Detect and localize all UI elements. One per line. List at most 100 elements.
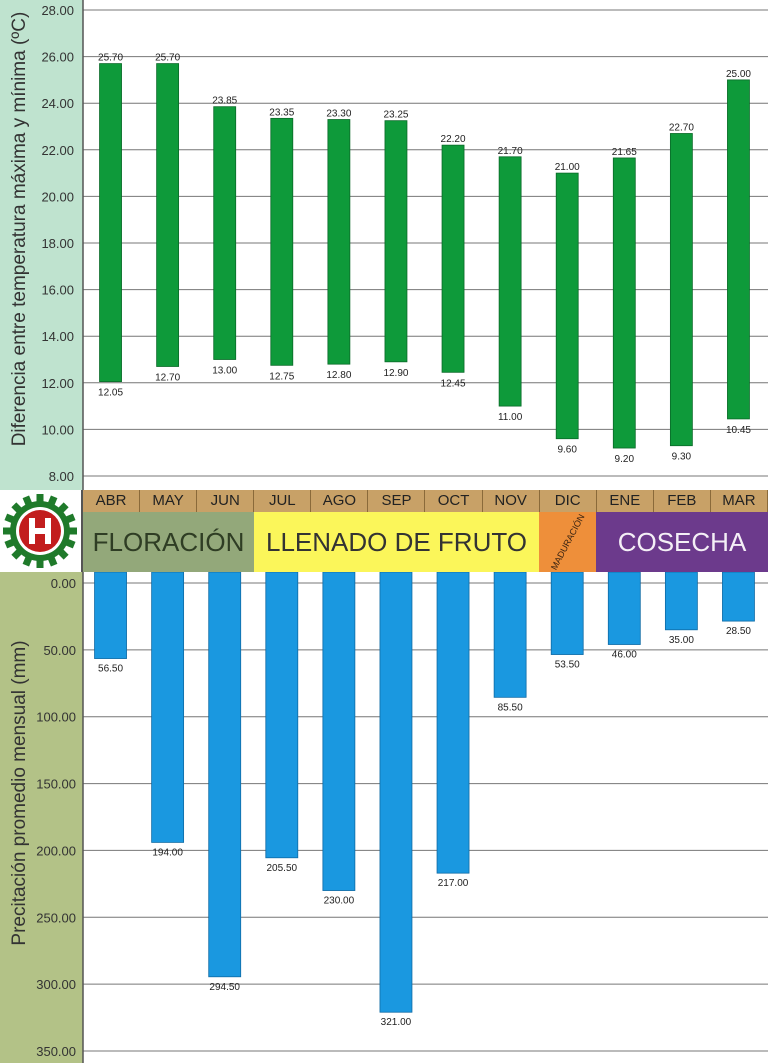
precip-value-label: 35.00 [669,635,694,646]
precip-value-label: 194.00 [152,847,183,858]
temp-min-label: 9.30 [672,452,692,463]
temp-min-label: 11.00 [498,412,523,423]
precip-bar-abr [94,572,127,659]
precip-bar-feb [664,572,698,631]
temp-bar-ago [327,119,351,365]
temp-tick-label: 12.00 [41,376,74,391]
temp-max-label: 25.70 [98,53,123,64]
temp-min-label: 9.60 [557,445,577,456]
temp-bar-ene [612,157,636,449]
temp-min-label: 10.45 [726,425,751,436]
phase-cosecha: COSECHA [596,512,768,572]
temp-bar-dic [555,172,579,440]
precip-value-label: 53.50 [555,660,580,671]
phase-cosecha-label: COSECHA [617,526,747,557]
month-cell-oct: OCT [426,490,483,512]
precip-tick-label: 200.00 [36,843,76,858]
month-cell-may: MAY [140,490,198,512]
temp-max-label: 22.20 [441,134,466,145]
precip-tick-label: 350.00 [36,1044,76,1059]
precip-value-label: 46.00 [612,650,637,661]
temp-bar-sep [384,120,408,363]
precip-value-label: 28.50 [726,626,751,637]
month-cell-nov: NOV [483,490,540,512]
precip-bar-jun [208,572,242,978]
temp-max-label: 23.25 [383,110,408,121]
precipitation-axis-panel [0,572,83,1063]
precip-bar-sep [379,572,413,1013]
phase-floracion-label: FLORACIÓN [92,526,245,557]
month-cell-abr: ABR [83,490,141,512]
month-cell-ago: AGO [311,490,369,512]
months-row: ABR MAY JUN JUL AGO SEP OCT NOV DIC ENE FEB MAR [83,490,768,512]
logo-box [0,490,83,572]
month-cell-sep: SEP [368,490,426,512]
phase-maduracion-label: MADURACIÓN [548,512,587,572]
temp-min-label: 12.80 [326,370,351,381]
precip-bar-oct [436,572,470,874]
precip-value-label: 85.50 [498,702,523,713]
temp-min-label: 12.90 [383,368,408,379]
precip-value-label: 205.50 [266,863,297,874]
precip-tick-label: 0.00 [51,576,76,591]
temp-tick-label: 10.00 [41,422,74,437]
temp-tick-label: 14.00 [41,329,74,344]
temperature-range-chart: 8.00 10.00 12.00 14.00 16.00 18.00 20.00 22.00 2… [41,0,768,490]
phase-maduracion: MADURACIÓN [539,512,596,572]
precip-tick-label: 100.00 [36,710,76,725]
precip-value-label: 321.00 [381,1017,412,1028]
phase-floracion: FLORACIÓN [83,512,254,572]
temp-tick-label: 26.00 [41,50,74,65]
precip-value-label: 56.50 [98,664,123,675]
temp-max-label: 25.70 [155,53,180,64]
temp-max-label: 21.65 [612,147,637,158]
temp-max-label: 25.00 [726,69,751,80]
temp-bar-nov [498,156,522,407]
precip-bar-ago [322,572,356,891]
precip-bar-may [151,572,185,843]
temp-bar-may [156,63,180,367]
month-cell-jul: JUL [254,490,312,512]
precip-bar-nov [493,572,527,698]
temp-tick-label: 20.00 [41,189,74,204]
temp-min-label: 12.75 [269,371,294,382]
temp-tick-label: 22.00 [41,143,74,158]
precip-tick-label: 50.00 [43,643,76,658]
gear-logo-icon [3,494,77,568]
phase-llenado: LLENADO DE FRUTO [254,512,539,572]
precip-tick-label: 250.00 [36,910,76,925]
temp-bar-jun [213,106,237,360]
month-cell-dic: DIC [540,490,597,512]
temp-bar-feb [669,133,693,447]
temp-min-label: 12.05 [98,388,123,399]
temp-bar-jul [270,117,294,366]
temp-max-label: 23.30 [326,109,351,120]
temperature-axis-panel [0,0,83,490]
temp-max-label: 22.70 [669,122,694,133]
month-cell-feb: FEB [654,490,711,512]
temp-bar-abr [99,63,122,383]
temp-tick-label: 24.00 [41,96,74,111]
precip-bar-ene [607,572,641,645]
temp-min-label: 13.00 [212,366,237,377]
temp-max-label: 23.35 [269,107,294,118]
precip-value-label: 294.50 [209,982,240,993]
temp-bar-mar [727,79,750,420]
temp-tick-label: 28.00 [41,3,74,18]
precip-value-label: 230.00 [324,896,355,907]
month-cell-jun: JUN [197,490,255,512]
precip-bar-mar [722,572,755,622]
temp-max-label: 21.00 [555,162,580,173]
precip-bar-jul [265,572,299,859]
temp-min-label: 9.20 [615,454,635,465]
temp-max-label: 23.85 [212,96,237,107]
temp-min-label: 12.70 [155,372,180,383]
precip-tick-label: 300.00 [36,977,76,992]
temp-tick-label: 16.00 [41,283,74,298]
phase-llenado-label: LLENADO DE FRUTO [265,526,527,557]
month-cell-mar: MAR [711,490,768,512]
month-cell-ene: ENE [597,490,654,512]
temp-max-label: 21.70 [498,146,523,157]
precip-bar-dic [550,572,584,655]
